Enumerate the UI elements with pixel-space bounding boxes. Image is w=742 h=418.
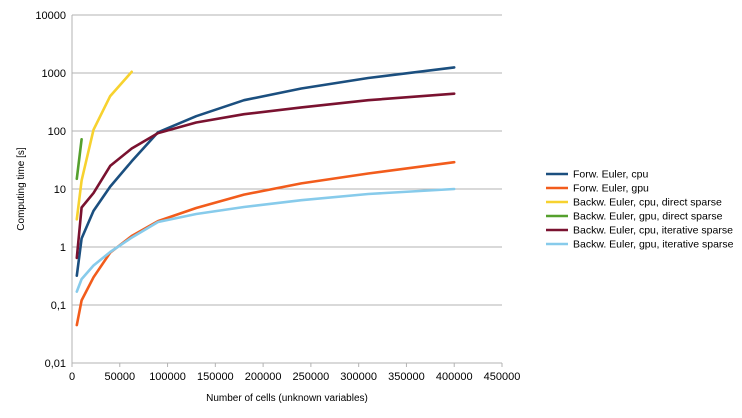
x-tick-label: 200000 [245, 371, 282, 383]
legend-label: Backw. Euler, gpu, iterative sparse [573, 239, 734, 251]
series-lines [75, 66, 456, 327]
legend-label: Backw. Euler, cpu, direct sparse [573, 197, 722, 209]
y-tick-label: 100 [48, 126, 66, 138]
x-tick-label: 350000 [388, 371, 425, 383]
x-tick-labels: 0 50000 100000 150000 200000 250000 300000 3500… [69, 371, 520, 383]
x-tick-label: 150000 [197, 371, 234, 383]
legend-label: Backw. Euler, gpu, direct sparse [573, 211, 723, 223]
series-line-3 [75, 70, 133, 221]
y-tick-label: 0,01 [45, 358, 66, 370]
series-line-2 [75, 160, 456, 327]
x-tick-label: 100000 [149, 371, 186, 383]
x-tick-label: 450000 [484, 371, 521, 383]
x-tick-label: 400000 [436, 371, 473, 383]
y-tick-label: 1000 [42, 68, 66, 80]
y-axis-title: Computing time [s] [16, 147, 27, 231]
x-tick-label: 250000 [293, 371, 330, 383]
series-line-6 [75, 187, 456, 293]
series-line-5 [75, 92, 456, 260]
y-tick-label: 10 [54, 184, 66, 196]
x-tick-label: 300000 [340, 371, 377, 383]
series-line-4 [75, 138, 83, 181]
legend: Forw. Euler, cpu Forw. Euler, gpu Backw. E… [546, 169, 734, 251]
legend-label: Forw. Euler, gpu [573, 183, 649, 195]
axes [71, 15, 503, 367]
x-axis-title: Number of cells (unknown variables) [206, 393, 368, 404]
x-tick-label: 50000 [104, 371, 135, 383]
legend-label: Forw. Euler, cpu [573, 169, 648, 181]
legend-label: Backw. Euler, cpu, iterative sparse [573, 225, 733, 237]
grid-lines [72, 14, 502, 364]
y-tick-label: 10000 [35, 10, 66, 22]
y-tick-label: 0,1 [51, 300, 66, 312]
y-tick-labels: 0,01 0,1 1 10 100 1000 10000 [35, 10, 66, 370]
x-tick-label: 0 [69, 371, 75, 383]
y-tick-label: 1 [60, 242, 66, 254]
